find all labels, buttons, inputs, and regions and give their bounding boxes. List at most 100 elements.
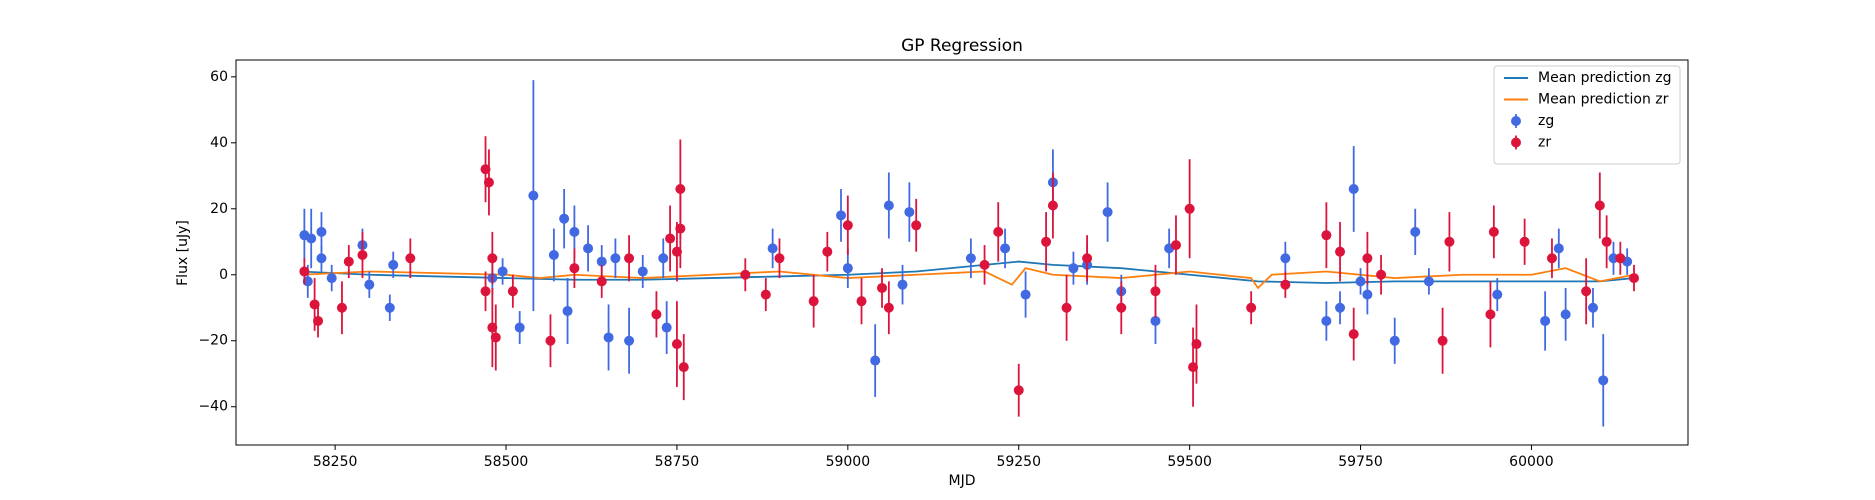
x-tick-label: 59500 xyxy=(1167,454,1212,470)
data-point xyxy=(528,190,539,201)
y-tick-label: 0 xyxy=(219,267,228,283)
chart-title: GP Regression xyxy=(901,36,1023,56)
data-point xyxy=(1598,375,1609,386)
data-point xyxy=(562,306,573,317)
data-point xyxy=(1184,203,1195,214)
data-point xyxy=(658,253,669,264)
data-point xyxy=(497,266,508,277)
data-point xyxy=(1188,362,1199,373)
data-point xyxy=(1437,335,1448,346)
data-point xyxy=(487,253,498,264)
data-point xyxy=(1560,309,1571,320)
data-point xyxy=(309,299,320,310)
data-point xyxy=(760,289,771,300)
data-point xyxy=(1348,183,1359,194)
data-point xyxy=(1061,302,1072,313)
x-tick-label: 58250 xyxy=(313,454,358,470)
data-point xyxy=(569,263,580,274)
mean-line xyxy=(300,260,1635,284)
data-point xyxy=(1362,253,1373,264)
legend-swatch xyxy=(1511,116,1521,126)
x-tick-label: 58750 xyxy=(655,454,700,470)
data-point xyxy=(1335,302,1346,313)
data-point xyxy=(480,286,491,297)
data-point xyxy=(487,322,498,333)
data-point xyxy=(483,177,494,188)
data-point xyxy=(384,302,395,313)
data-point xyxy=(808,296,819,307)
mean-line xyxy=(300,267,1635,290)
data-point xyxy=(490,332,501,343)
data-point xyxy=(842,263,853,274)
data-point xyxy=(1594,200,1605,211)
data-point xyxy=(405,253,416,264)
data-point xyxy=(665,233,676,244)
data-point xyxy=(1335,246,1346,257)
x-tick-label: 58500 xyxy=(484,454,529,470)
data-point xyxy=(596,256,607,267)
data-point xyxy=(480,164,491,175)
data-point xyxy=(507,286,518,297)
data-point xyxy=(842,220,853,231)
data-point xyxy=(671,246,682,257)
data-point xyxy=(1540,315,1551,326)
data-point xyxy=(1355,276,1366,287)
legend-label: zg xyxy=(1538,113,1554,129)
data-point xyxy=(545,335,556,346)
data-point xyxy=(675,223,686,234)
data-point xyxy=(877,282,888,293)
data-point xyxy=(603,332,614,343)
data-point xyxy=(1321,315,1332,326)
data-point xyxy=(610,253,621,264)
data-point xyxy=(357,249,368,260)
legend-label: Mean prediction zr xyxy=(1538,92,1669,108)
data-point xyxy=(1068,263,1079,274)
plot-area xyxy=(299,80,1639,427)
data-point xyxy=(388,259,399,270)
data-point xyxy=(856,296,867,307)
data-point xyxy=(548,249,559,260)
legend-box xyxy=(1493,65,1681,165)
data-point xyxy=(624,335,635,346)
data-point xyxy=(661,322,672,333)
data-point xyxy=(336,302,347,313)
data-point xyxy=(1082,253,1093,264)
data-point xyxy=(979,259,990,270)
data-point xyxy=(883,200,894,211)
y-tick-label: −20 xyxy=(198,333,228,349)
y-tick-label: 40 xyxy=(210,135,228,151)
data-point xyxy=(1410,226,1421,237)
data-point xyxy=(1581,286,1592,297)
x-tick-label: 60000 xyxy=(1509,454,1554,470)
data-point xyxy=(1485,309,1496,320)
data-point xyxy=(1280,279,1291,290)
data-point xyxy=(836,210,846,221)
y-tick-label: −40 xyxy=(198,399,228,415)
data-point xyxy=(1376,269,1387,280)
data-point xyxy=(1628,273,1639,284)
data-point xyxy=(897,279,908,290)
data-point xyxy=(965,253,976,264)
data-point xyxy=(1362,289,1373,300)
data-point xyxy=(911,220,922,231)
data-point xyxy=(1047,200,1058,211)
legend-swatch xyxy=(1511,137,1521,148)
data-point xyxy=(740,269,751,280)
y-tick-label: 20 xyxy=(210,201,228,217)
data-point xyxy=(583,243,594,254)
y-axis-label: Flux [uJy] xyxy=(175,220,191,286)
data-point xyxy=(1492,289,1503,300)
data-point xyxy=(1608,253,1619,264)
data-point xyxy=(306,233,317,244)
legend-label: Mean prediction zg xyxy=(1538,70,1672,86)
data-point xyxy=(1000,243,1011,254)
data-point xyxy=(651,309,662,320)
data-point xyxy=(1191,339,1202,350)
data-point xyxy=(1246,302,1257,313)
data-point xyxy=(883,302,894,313)
data-point xyxy=(993,226,1004,237)
data-point xyxy=(559,213,570,224)
data-point xyxy=(774,253,785,264)
data-point xyxy=(313,315,324,326)
